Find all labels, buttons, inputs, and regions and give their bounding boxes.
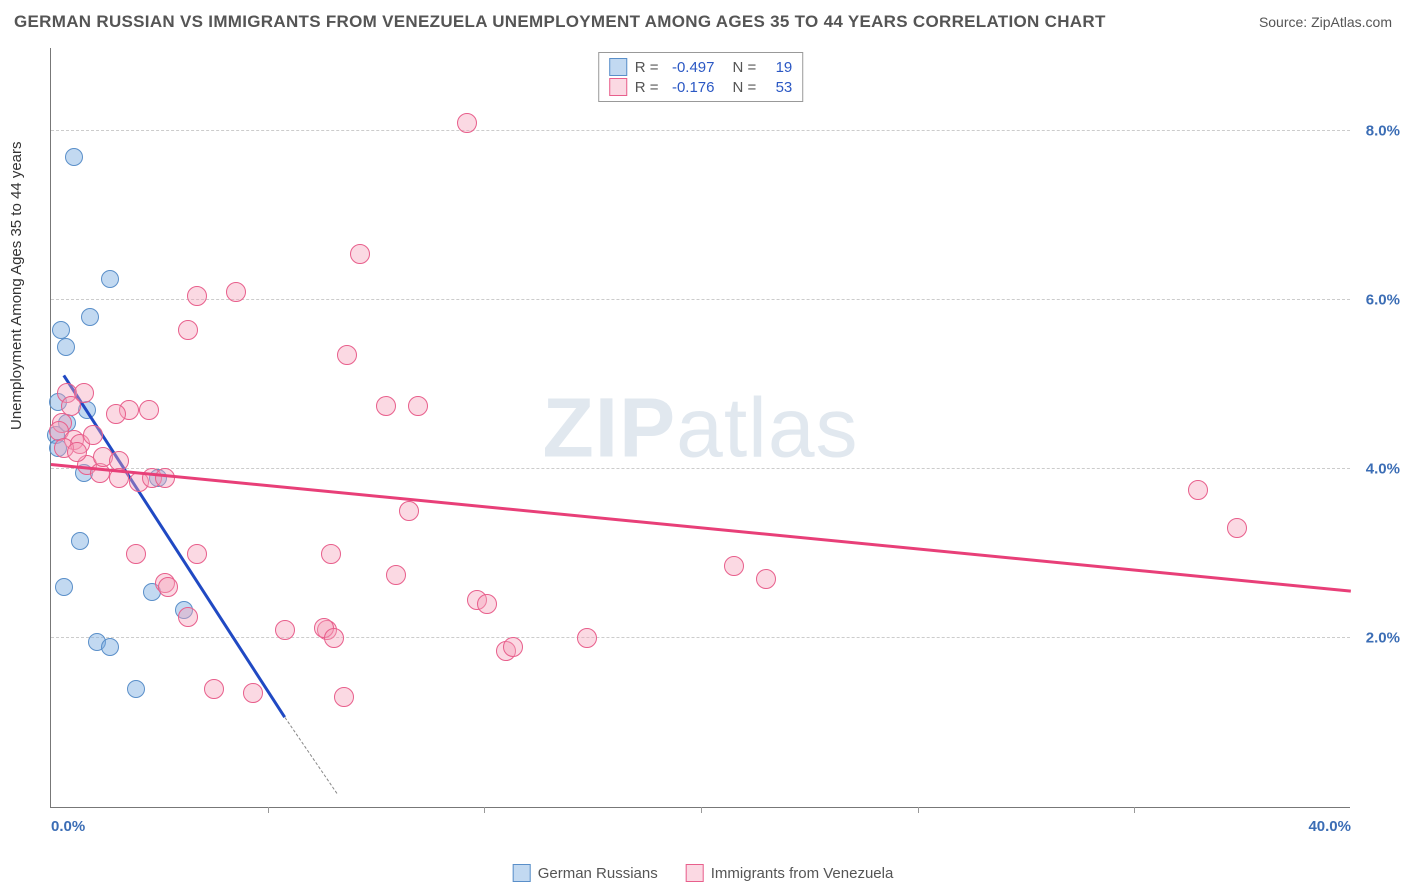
data-point xyxy=(155,468,175,488)
data-point xyxy=(81,308,99,326)
legend-N-label: N = xyxy=(733,59,757,76)
trend-line-extrapolated xyxy=(285,718,338,795)
legend-row-series-0: R = -0.497 N = 19 xyxy=(609,57,793,77)
swatch-series-1 xyxy=(686,864,704,882)
legend-R-label: R = xyxy=(635,79,659,96)
legend-series-box: German Russians Immigrants from Venezuel… xyxy=(513,864,894,882)
watermark-light: atlas xyxy=(676,380,858,474)
legend-R-value-0: -0.497 xyxy=(667,59,715,76)
data-point xyxy=(756,569,776,589)
legend-R-value-1: -0.176 xyxy=(667,79,715,96)
gridline-h xyxy=(51,468,1350,469)
data-point xyxy=(386,565,406,585)
data-point xyxy=(67,442,87,462)
data-point xyxy=(457,113,477,133)
watermark: ZIPatlas xyxy=(542,379,858,476)
data-point xyxy=(324,628,344,648)
y-tick-label: 6.0% xyxy=(1355,292,1400,309)
x-tick-minor xyxy=(484,807,485,813)
data-point xyxy=(57,338,75,356)
data-point xyxy=(204,679,224,699)
data-point xyxy=(55,578,73,596)
legend-N-value-0: 19 xyxy=(764,59,792,76)
data-point xyxy=(724,556,744,576)
watermark-bold: ZIP xyxy=(542,380,676,474)
legend-row-series-1: R = -0.176 N = 53 xyxy=(609,77,793,97)
legend-item-series-1: Immigrants from Venezuela xyxy=(686,864,894,882)
data-point xyxy=(178,607,198,627)
data-point xyxy=(126,544,146,564)
x-tick-minor xyxy=(1134,807,1135,813)
data-point xyxy=(275,620,295,640)
data-point xyxy=(1188,480,1208,500)
gridline-h xyxy=(51,299,1350,300)
data-point xyxy=(106,404,126,424)
data-point xyxy=(101,638,119,656)
data-point xyxy=(71,532,89,550)
data-point xyxy=(65,148,83,166)
x-tick-label: 40.0% xyxy=(1308,818,1351,835)
trend-line xyxy=(51,463,1351,592)
data-point xyxy=(83,425,103,445)
legend-R-label: R = xyxy=(635,59,659,76)
data-point xyxy=(226,282,246,302)
y-tick-label: 4.0% xyxy=(1355,461,1400,478)
legend-N-label: N = xyxy=(733,79,757,96)
legend-label-series-1: Immigrants from Venezuela xyxy=(711,865,894,882)
data-point xyxy=(477,594,497,614)
data-point xyxy=(334,687,354,707)
data-point xyxy=(376,396,396,416)
data-point xyxy=(101,270,119,288)
data-point xyxy=(139,400,159,420)
header: GERMAN RUSSIAN VS IMMIGRANTS FROM VENEZU… xyxy=(14,12,1392,32)
y-tick-label: 2.0% xyxy=(1355,630,1400,647)
swatch-series-0 xyxy=(513,864,531,882)
legend-correlation-box: R = -0.497 N = 19 R = -0.176 N = 53 xyxy=(598,52,804,102)
y-tick-label: 8.0% xyxy=(1355,123,1400,140)
legend-N-value-1: 53 xyxy=(764,79,792,96)
data-point xyxy=(503,637,523,657)
x-tick-label: 0.0% xyxy=(51,818,85,835)
gridline-h xyxy=(51,130,1350,131)
gridline-h xyxy=(51,637,1350,638)
y-axis-title: Unemployment Among Ages 35 to 44 years xyxy=(8,141,25,430)
data-point xyxy=(408,396,428,416)
data-point xyxy=(74,383,94,403)
data-point xyxy=(577,628,597,648)
x-tick-minor xyxy=(701,807,702,813)
legend-item-series-0: German Russians xyxy=(513,864,658,882)
data-point xyxy=(350,244,370,264)
swatch-series-1 xyxy=(609,78,627,96)
data-point xyxy=(1227,518,1247,538)
swatch-series-0 xyxy=(609,58,627,76)
data-point xyxy=(243,683,263,703)
x-tick-minor xyxy=(918,807,919,813)
x-tick-minor xyxy=(268,807,269,813)
data-point xyxy=(321,544,341,564)
page-title: GERMAN RUSSIAN VS IMMIGRANTS FROM VENEZU… xyxy=(14,12,1106,32)
data-point xyxy=(337,345,357,365)
source-attribution: Source: ZipAtlas.com xyxy=(1259,14,1392,30)
data-point xyxy=(127,680,145,698)
data-point xyxy=(399,501,419,521)
chart-plot-area: ZIPatlas R = -0.497 N = 19 R = -0.176 N … xyxy=(50,48,1350,808)
data-point xyxy=(187,544,207,564)
data-point xyxy=(178,320,198,340)
data-point xyxy=(52,321,70,339)
data-point xyxy=(158,577,178,597)
data-point xyxy=(187,286,207,306)
legend-label-series-0: German Russians xyxy=(538,865,658,882)
